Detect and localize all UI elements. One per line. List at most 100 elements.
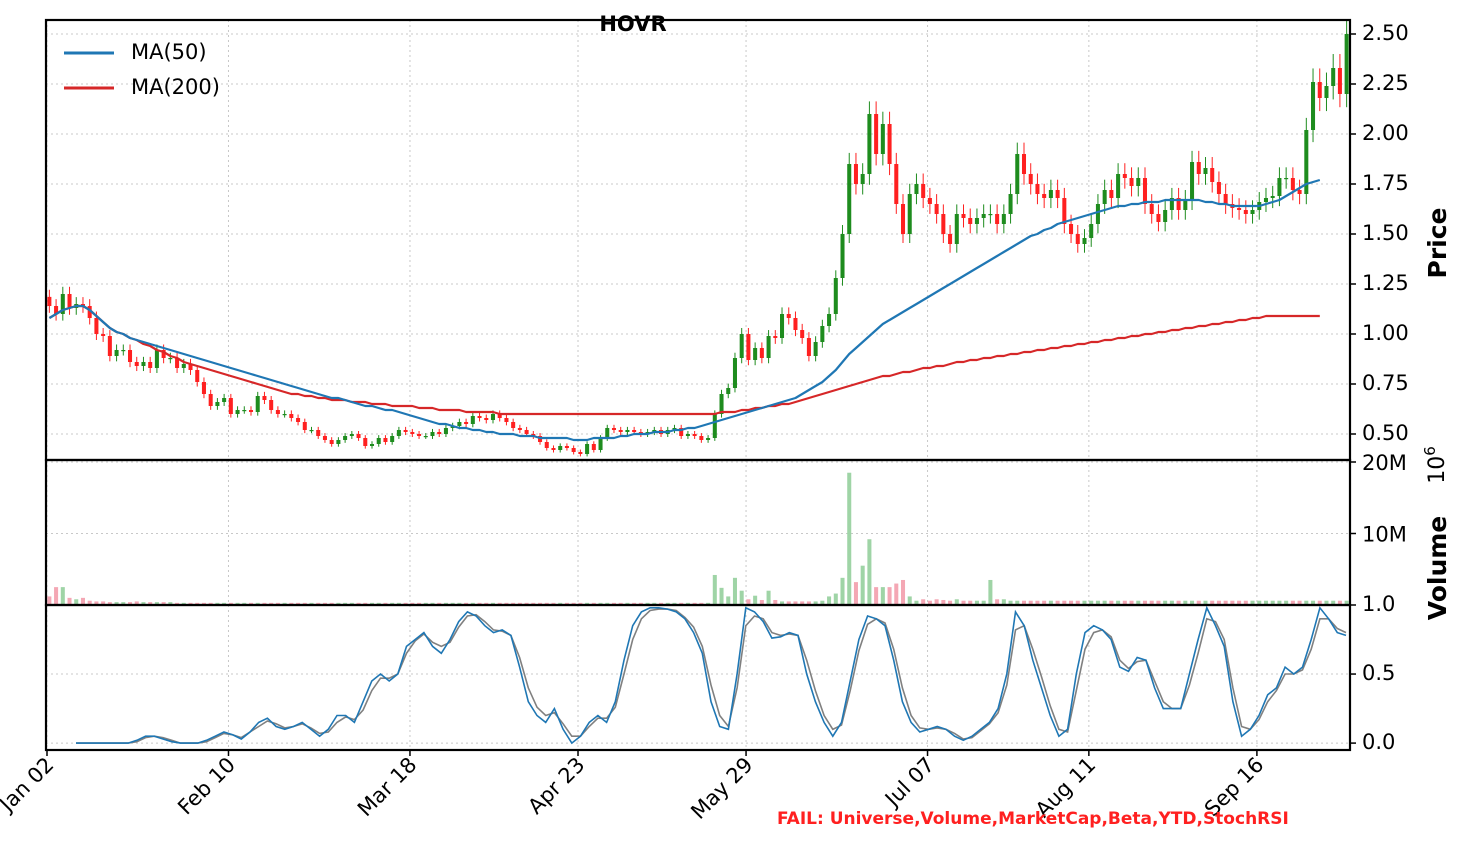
candle-body	[1136, 178, 1141, 186]
volume-bar	[894, 583, 899, 605]
candle-body	[1129, 178, 1134, 186]
volume-bar	[1062, 600, 1067, 605]
volume-bar	[732, 577, 737, 605]
volume-bar	[948, 600, 953, 605]
candle-body	[948, 234, 953, 244]
candle-body	[329, 440, 334, 444]
candle-body	[605, 428, 610, 438]
candle-body	[1163, 210, 1168, 222]
candle-body	[188, 364, 193, 370]
candle-body	[1190, 162, 1195, 200]
volume-bar	[934, 599, 939, 605]
candle-body	[1021, 154, 1027, 174]
candle-body	[470, 416, 475, 424]
candle-body	[322, 436, 327, 440]
volume-bar	[1196, 600, 1201, 605]
candle-body	[396, 430, 401, 436]
candle-body	[504, 418, 509, 422]
panel-frame	[44, 603, 1352, 752]
candle-body	[921, 184, 926, 198]
volume-bar	[827, 596, 832, 605]
candle-body	[107, 336, 112, 356]
volume-bar	[887, 587, 892, 605]
volume-bar	[1270, 600, 1275, 605]
volume-bar	[1257, 600, 1262, 605]
candle-body	[1042, 194, 1047, 198]
candle-body	[484, 418, 489, 420]
candle-body	[632, 430, 637, 432]
volume-bar	[1156, 600, 1161, 605]
price-tick-label: 0.50	[1362, 421, 1409, 445]
candle-body	[343, 436, 348, 440]
volume-bar	[1055, 600, 1060, 605]
candle-body	[302, 422, 307, 430]
candle-body	[1048, 190, 1053, 198]
price-tick-label: 1.25	[1362, 271, 1409, 295]
candle-body	[732, 358, 737, 388]
candle-body	[54, 306, 59, 314]
candle-body	[679, 428, 684, 436]
candle-body	[464, 422, 469, 424]
candle-body	[1028, 174, 1033, 184]
candle-body	[1089, 224, 1094, 238]
volume-bar	[87, 600, 92, 605]
candle-body	[383, 438, 388, 442]
candle-body	[692, 434, 697, 436]
candle-body	[1116, 174, 1121, 198]
candle-body	[1082, 238, 1087, 244]
volume-bar	[961, 600, 966, 605]
candle-body	[685, 434, 690, 436]
candle-body	[60, 294, 65, 314]
candle-body	[403, 430, 408, 432]
candle-body	[356, 434, 361, 438]
candle-body	[511, 422, 516, 428]
price-grid	[46, 20, 1350, 460]
volume-bar	[880, 587, 885, 605]
candle-body	[934, 204, 939, 214]
moving-average-lines	[48, 178, 1321, 442]
volume-bar	[766, 590, 771, 605]
volume-bar	[1203, 600, 1208, 605]
candle-body	[625, 430, 630, 432]
candle-body	[195, 370, 200, 382]
candle-body	[1156, 214, 1161, 222]
candle-body	[248, 410, 254, 412]
candle-body	[800, 330, 805, 338]
candle-body	[423, 436, 428, 438]
candle-body	[981, 214, 986, 218]
volume-bar	[1290, 600, 1295, 605]
candle-body	[611, 428, 616, 430]
candle-body	[208, 394, 213, 406]
volume-bar	[1149, 600, 1154, 605]
candle-body	[995, 214, 1000, 224]
candle-body	[860, 174, 865, 184]
candle-body	[1176, 198, 1181, 210]
candle-body	[524, 430, 529, 434]
volume-bar	[907, 596, 912, 605]
candle-body	[1324, 86, 1329, 98]
candle-body	[517, 428, 522, 430]
candle-body	[974, 218, 979, 224]
volume-bar	[995, 599, 1000, 605]
date-tick-label: Jan 02	[0, 753, 59, 818]
volume-bar	[1230, 600, 1235, 605]
volume-bar	[1109, 600, 1114, 605]
volume-bar	[867, 539, 872, 605]
candle-body	[1270, 196, 1275, 198]
candle-body	[739, 334, 744, 358]
candle-body	[1337, 68, 1342, 94]
candle-body	[1250, 210, 1255, 214]
volume-bar	[847, 472, 852, 605]
volume-bar	[67, 597, 72, 605]
volume-bar	[874, 587, 879, 605]
volume-bar	[1317, 600, 1322, 605]
volume-bar	[1116, 600, 1121, 605]
candle-body	[87, 306, 92, 318]
candle-body	[941, 214, 946, 234]
candle-body	[1142, 178, 1148, 204]
candle-body	[1075, 234, 1080, 244]
volume-bar	[1129, 600, 1134, 605]
candle-body	[618, 430, 623, 432]
volume-bar	[1015, 600, 1020, 605]
candle-body	[235, 410, 240, 414]
